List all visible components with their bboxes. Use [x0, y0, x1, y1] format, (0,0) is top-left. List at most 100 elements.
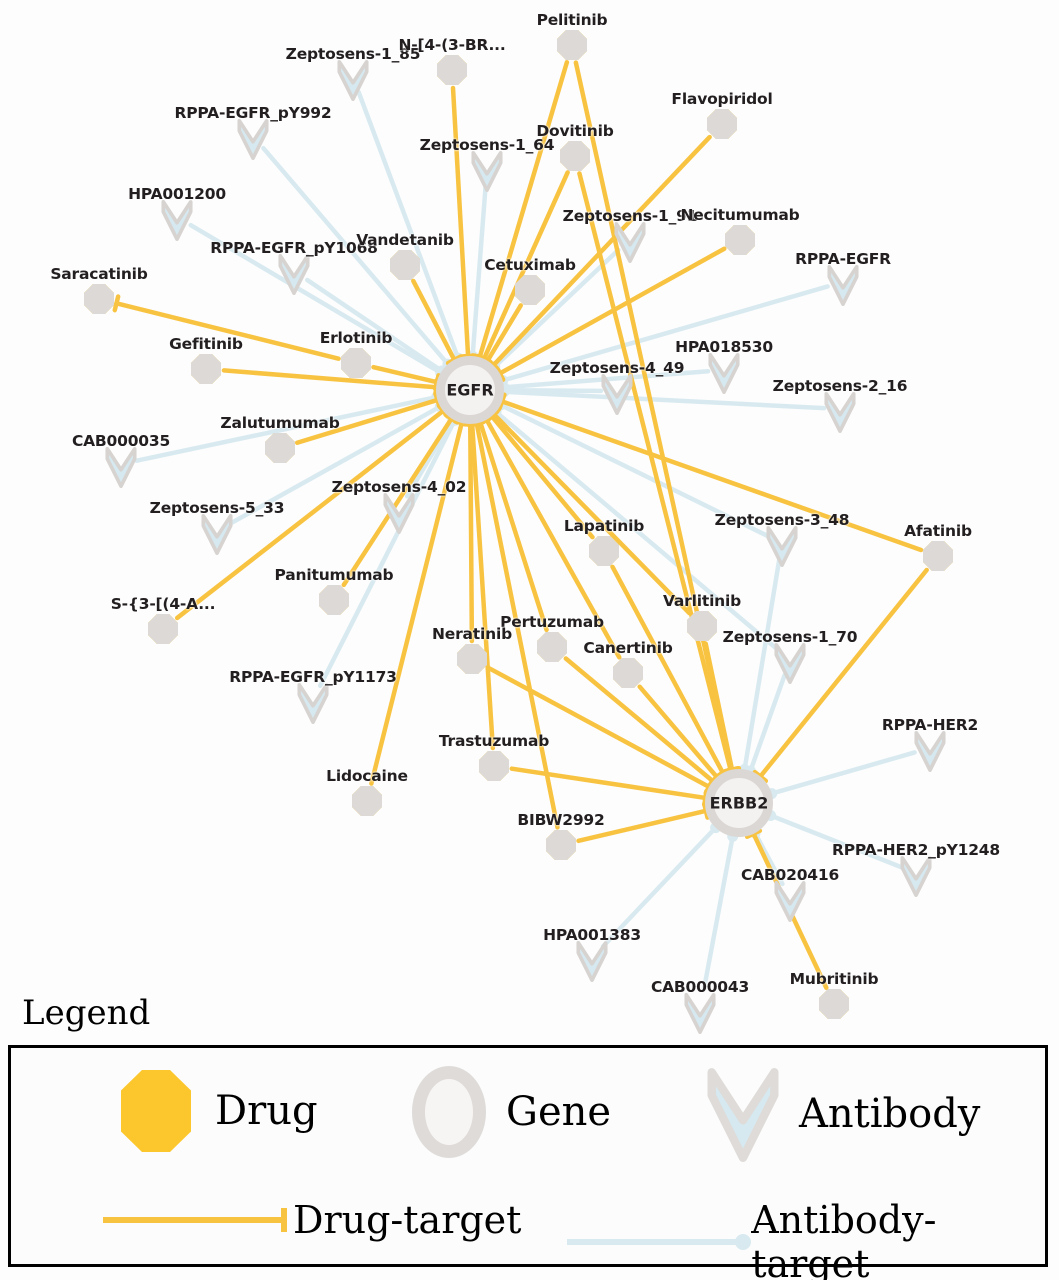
- drug-octagon-icon: [148, 614, 178, 644]
- legend-label-drug: Drug: [215, 1088, 318, 1134]
- drug-label: Mubritinib: [789, 970, 879, 988]
- drug-octagon-icon: [84, 284, 114, 314]
- antibody-chevron-icon: [773, 880, 807, 922]
- drug-label: Lidocaine: [326, 767, 408, 785]
- drug-label: Pelitinib: [536, 11, 608, 29]
- antibody-chevron-icon: [470, 150, 504, 192]
- drug-label: Cetuximab: [484, 256, 576, 274]
- legend-item-drug-target: Drug-target: [103, 1198, 521, 1242]
- drug-target-edge: [174, 408, 446, 621]
- antibody-target-edge: [501, 389, 827, 411]
- legend-shape-row: Drug Gene Antibody: [11, 1066, 1045, 1176]
- legend-item-antibody: Antibody: [701, 1066, 980, 1162]
- antibody-label: Zeptosens-1_91: [562, 207, 698, 225]
- antibody-chevron-icon: [613, 221, 647, 263]
- antibody-label: HPA001200: [128, 185, 226, 203]
- antibody-chevron-icon: [575, 940, 609, 982]
- drug-target-edge: [509, 766, 708, 801]
- drug-target-edge: [468, 421, 475, 644]
- drug-octagon-icon: [557, 30, 587, 60]
- drug-target-edge-icon: [103, 1208, 287, 1232]
- drug-octagon-icon: [457, 644, 487, 674]
- legend-label-antibody: Antibody: [799, 1091, 981, 1137]
- legend-label-drug-target: Drug-target: [293, 1198, 522, 1242]
- drug-octagon-icon: [352, 786, 382, 816]
- antibody-target-edge: [701, 834, 735, 990]
- drug-label: Canertinib: [583, 639, 673, 657]
- drug-label: Zalutumumab: [220, 414, 340, 432]
- antibody-chevron-icon: [683, 992, 717, 1034]
- antibody-target-edge: [492, 247, 621, 369]
- drug-octagon-icon: [546, 830, 576, 860]
- drug-target-edge: [491, 411, 692, 616]
- drug-target-edge: [411, 278, 457, 363]
- drug-label: Erlotinib: [319, 329, 393, 347]
- drug-target-edge: [610, 564, 726, 776]
- legend-title: Legend: [22, 993, 151, 1033]
- drug-target-edge: [499, 399, 924, 553]
- legend-edge-row: Drug-target Antibody-target: [11, 1188, 1045, 1280]
- antibody-chevron-icon: [707, 1066, 779, 1162]
- drug-label: Afatinib: [904, 522, 972, 540]
- drug-label: Gefitinib: [169, 335, 243, 353]
- drug-octagon-icon: [515, 275, 545, 305]
- drug-octagon-icon: [537, 632, 567, 662]
- drug-octagon-icon: [341, 348, 371, 378]
- antibody-chevron-icon: [104, 446, 138, 488]
- antibody-label: HPA018530: [675, 338, 773, 356]
- antibody-target-edge: [742, 556, 782, 772]
- antibody-target-edge: [470, 181, 489, 359]
- gene-label: EGFR: [446, 380, 494, 400]
- drug-label: Flavopiridol: [671, 90, 773, 108]
- legend-item-antibody-target: Antibody-target: [567, 1198, 1045, 1280]
- drug-target-edge: [485, 665, 712, 790]
- antibody-chevron-icon: [826, 264, 860, 306]
- drug-target-edge: [450, 85, 471, 359]
- drug-octagon-icon: [479, 751, 509, 781]
- drug-label: Panitumumab: [274, 566, 394, 584]
- drug-target-edge: [221, 368, 439, 390]
- drug-label: Saracatinib: [50, 265, 148, 283]
- antibody-chevron-icon: [707, 352, 741, 394]
- drug-label: Neratinib: [432, 625, 512, 643]
- antibody-target-edge: [317, 418, 457, 688]
- antibody-chevron-icon: [236, 118, 270, 160]
- antibody-chevron-icon: [773, 642, 807, 684]
- antibody-label: Zeptosens-3_48: [714, 511, 850, 529]
- drug-label: Pertuzumab: [500, 613, 604, 631]
- antibody-chevron-icon: [200, 513, 234, 555]
- antibody-label: Zeptosens-1_70: [722, 628, 858, 646]
- legend-label-antibody-target: Antibody-target: [751, 1198, 937, 1280]
- drug-octagon-icon: [589, 536, 619, 566]
- antibody-label: Zeptosens-2_16: [772, 377, 908, 395]
- antibody-target-edge: [600, 825, 718, 949]
- drug-label: S-{3-[(4-A...: [110, 595, 216, 613]
- drug-target-edge: [576, 808, 709, 844]
- drug-target-edge: [478, 420, 549, 633]
- legend-item-gene: Gene: [406, 1066, 611, 1158]
- antibody-label: Zeptosens-4_02: [331, 478, 467, 496]
- drug-target-edge: [491, 134, 712, 368]
- antibody-target-edge: [188, 222, 443, 375]
- drug-target-edge: [469, 421, 496, 751]
- antibody-label: Zeptosens-1_64: [419, 136, 555, 154]
- drug-octagon-icon: [437, 55, 467, 85]
- drug-target-edge: [474, 421, 560, 830]
- drug-target-edge: [294, 397, 440, 445]
- antibody-target-edge: [768, 813, 904, 870]
- drug-target-edge: [341, 416, 454, 588]
- antibody-label: CAB000043: [650, 978, 750, 996]
- drug-octagon-icon: [560, 141, 590, 171]
- drug-target-edge: [489, 413, 595, 540]
- gene-donut-icon: [705, 769, 773, 837]
- antibody-target-edge: [305, 277, 445, 374]
- drug-target-tbar: [112, 294, 121, 313]
- drug-label: Necitumumab: [680, 206, 800, 224]
- drug-target-edge: [497, 246, 727, 376]
- antibody-chevron-icon: [600, 373, 634, 415]
- network-canvas[interactable]: Zeptosens-1_85 RPPA-EGFR_pY992 Zeptosens-1…: [0, 0, 1059, 1034]
- drug-label: Dovitinib: [536, 122, 614, 140]
- antibody-target-edge: [748, 672, 787, 774]
- edge-layer: [112, 60, 929, 990]
